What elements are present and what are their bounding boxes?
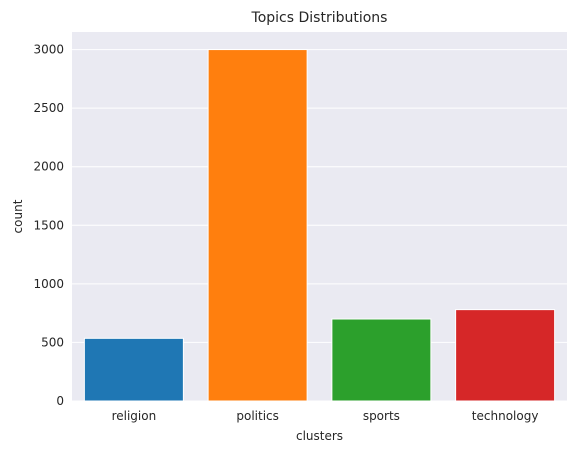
y-tick-label: 1000 [33, 277, 64, 291]
chart-title: Topics Distributions [251, 10, 388, 26]
bar-religion [83, 337, 184, 402]
y-axis-label: count [11, 199, 25, 233]
x-tick-label-technology: technology [472, 409, 539, 423]
y-tick-label: 500 [41, 335, 64, 349]
x-tick-labels: religion politics sports technology [112, 409, 539, 423]
bar-politics [207, 49, 308, 402]
x-tick-label-religion: religion [112, 409, 157, 423]
y-tick-labels: 0 500 1000 1500 2000 2500 3000 [33, 43, 64, 408]
y-tick-label: 2500 [33, 101, 64, 115]
y-tick-label: 3000 [33, 43, 64, 57]
bars [83, 49, 556, 402]
x-axis-label: clusters [296, 429, 343, 443]
x-tick-label-politics: politics [236, 409, 279, 423]
y-tick-label: 2000 [33, 160, 64, 174]
bar-technology [455, 309, 556, 402]
x-tick-label-sports: sports [363, 409, 400, 423]
y-tick-label: 0 [56, 394, 64, 408]
y-tick-label: 1500 [33, 218, 64, 232]
bar-sports [331, 318, 432, 402]
